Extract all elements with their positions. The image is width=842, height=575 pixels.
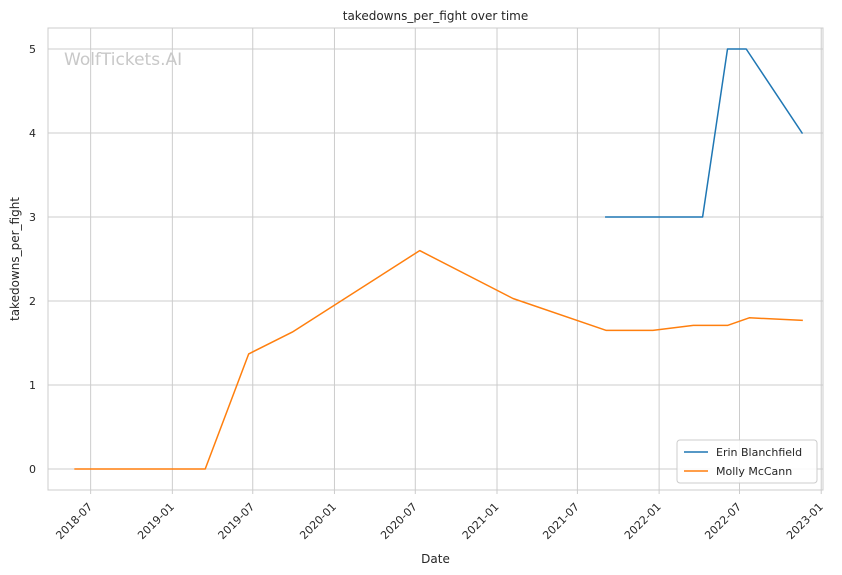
watermark: WolfTickets.AI [64, 50, 182, 70]
series-line-erin-blanchfield [605, 48, 804, 218]
y-axis-ticks: 0 1 2 3 4 5 [29, 43, 36, 476]
y-tick-label: 1 [29, 379, 36, 392]
legend-box [676, 439, 818, 484]
chart-title: takedowns_per_fight over time [343, 9, 529, 23]
series-lines [74, 48, 804, 470]
y-tick-label: 2 [29, 295, 36, 308]
legend-label-molly-mccann: Molly McCann [716, 465, 792, 478]
y-tick-label: 0 [29, 463, 36, 476]
series-line-molly-mccann [74, 249, 803, 470]
y-tick-label: 5 [29, 43, 36, 56]
legend-label-erin-blanchfield: Erin Blanchfield [716, 446, 802, 459]
y-tick-label: 3 [29, 211, 36, 224]
legend: Erin Blanchfield Molly McCann [676, 439, 818, 484]
plot-area-frame [47, 27, 824, 491]
x-axis-label: Date [421, 552, 450, 566]
y-tick-label: 4 [29, 127, 36, 140]
y-axis-label: takedowns_per_fight [8, 197, 22, 321]
